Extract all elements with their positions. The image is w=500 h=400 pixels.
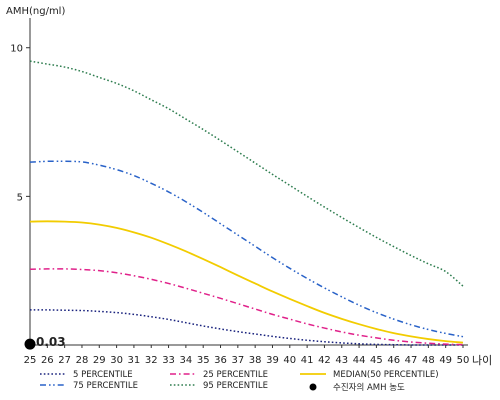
y-tick-label: 5: [17, 192, 23, 203]
x-tick-label: 42: [318, 355, 331, 366]
series-line-5-percentile: [29, 309, 463, 346]
x-tick-label: 36: [214, 355, 227, 366]
x-tick-label: 37: [231, 355, 244, 366]
x-tick-label: 50: [457, 355, 470, 366]
series-line-95-percentile: [29, 60, 464, 287]
patient-marker-layer: 0.03: [24, 335, 66, 350]
y-tick-label: 10: [10, 44, 23, 55]
y-ticks: 5 10: [10, 44, 30, 203]
legend-label-95-percentile: 95 PERCENTILE: [203, 381, 268, 391]
x-tick-label: 38: [249, 355, 262, 366]
x-tick-label: 46: [387, 355, 400, 366]
x-axis-label: 나이: [472, 354, 492, 367]
x-tick-label: 32: [145, 355, 158, 366]
series-line-median-50-percentile: [29, 220, 464, 344]
x-tick-label: 39: [266, 355, 279, 366]
series-line-25-percentile: [29, 268, 464, 346]
patient-point: [24, 338, 36, 350]
x-tick-label: 43: [335, 355, 348, 366]
x-tick-label: 47: [405, 355, 418, 366]
x-tick-label: 30: [110, 355, 123, 366]
x-tick-label: 28: [76, 355, 89, 366]
x-tick-label: 29: [93, 355, 106, 366]
x-tick-label: 48: [422, 355, 435, 366]
x-tick-label: 33: [162, 355, 175, 366]
legend-swatch-patient: [309, 383, 317, 391]
x-tick-label: 26: [41, 355, 54, 366]
x-tick-label: 27: [58, 355, 71, 366]
x-tick-label: 31: [128, 355, 141, 366]
x-tick-label: 44: [353, 355, 366, 366]
series-layer: [29, 60, 464, 346]
legend-label-5-percentile: 5 PERCENTILE: [73, 370, 133, 380]
x-tick-label: 25: [24, 355, 37, 366]
x-tick-label: 41: [301, 355, 314, 366]
y-axis-label: AMH(ng/ml): [6, 6, 65, 17]
legend-label-median-50-percentile: MEDIAN(50 PERCENTILE): [333, 370, 439, 380]
legend-label-patient: 수진자의 AMH 농도: [333, 382, 405, 393]
x-ticks: 25 26 27 28 29 30 31 32 33 34 35 36 37 38 39 40 41 42 43 44…: [24, 345, 470, 366]
x-tick-label: 34: [180, 355, 193, 366]
patient-value-label: 0.03: [36, 335, 66, 349]
x-tick-label: 49: [439, 355, 452, 366]
x-tick-label: 45: [370, 355, 383, 366]
legend-label-75-percentile: 75 PERCENTILE: [73, 381, 138, 391]
axes: [29, 18, 468, 346]
x-tick-label: 35: [197, 355, 210, 366]
series-line-75-percentile: [29, 160, 464, 338]
legend-label-25-percentile: 25 PERCENTILE: [203, 370, 268, 380]
legend: 5 PERCENTILE 25 PERCENTILE MEDIAN(50 PERCE…: [40, 370, 439, 393]
x-tick-label: 40: [283, 355, 296, 366]
